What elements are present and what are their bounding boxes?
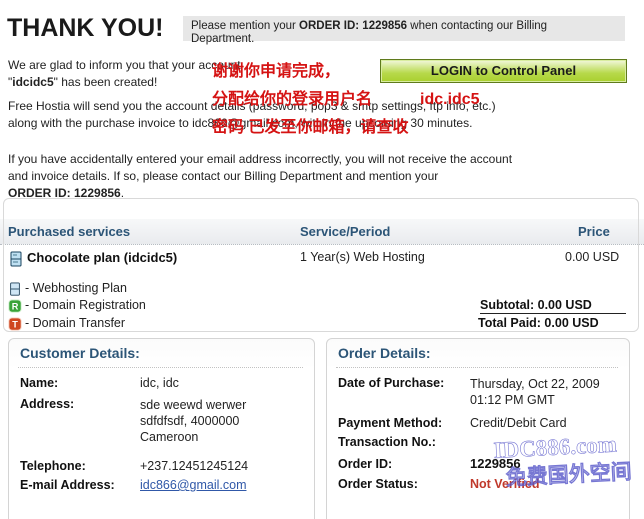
svg-text:R: R [12,301,19,311]
svg-text:T: T [12,319,18,329]
